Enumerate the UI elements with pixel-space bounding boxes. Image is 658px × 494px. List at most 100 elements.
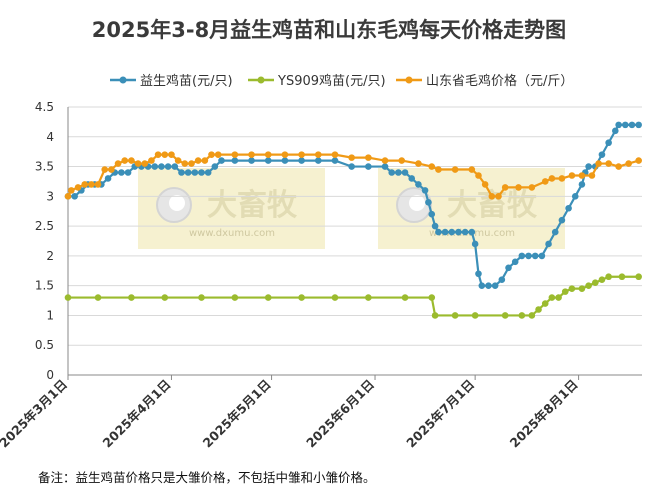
data-point-2 <box>298 151 305 158</box>
x-tick-label: 2025年6月1日 <box>303 377 377 451</box>
data-point-0 <box>191 169 199 176</box>
data-point-2 <box>134 160 142 167</box>
x-tick-label: 2025年8月1日 <box>507 377 581 451</box>
data-point-0 <box>104 175 112 182</box>
data-point-2 <box>148 157 155 164</box>
data-point-2 <box>194 157 202 164</box>
x-tick-label: 2025年7月1日 <box>403 377 477 451</box>
data-point-2 <box>114 160 122 167</box>
data-point-2 <box>488 193 496 200</box>
data-point-0 <box>164 163 172 170</box>
data-point-0 <box>118 169 125 176</box>
data-point-0 <box>435 228 442 236</box>
data-point-2 <box>264 151 272 158</box>
data-point-1 <box>128 294 135 301</box>
data-point-1 <box>94 294 102 301</box>
data-point-0 <box>231 157 239 164</box>
data-point-2 <box>141 160 149 167</box>
data-point-0 <box>298 157 305 164</box>
data-point-1 <box>635 273 642 281</box>
data-point-0 <box>421 187 429 194</box>
data-point-0 <box>605 139 612 147</box>
data-point-2 <box>128 157 135 164</box>
data-point-0 <box>545 240 552 248</box>
legend-label-1: YS909鸡苗(元/只) <box>277 73 386 89</box>
data-point-0 <box>531 252 539 260</box>
data-point-1 <box>585 282 592 289</box>
data-point-1 <box>401 294 409 301</box>
data-point-1 <box>431 312 439 319</box>
data-point-2 <box>568 172 576 179</box>
data-point-1 <box>528 312 536 319</box>
y-tick-label: 4 <box>46 130 54 144</box>
data-point-0 <box>158 163 165 170</box>
data-point-2 <box>94 181 102 188</box>
data-point-2 <box>174 157 182 164</box>
data-point-2 <box>451 166 459 173</box>
data-point-2 <box>331 151 339 158</box>
data-point-0 <box>511 258 519 266</box>
data-point-0 <box>264 157 272 164</box>
data-point-0 <box>558 216 566 224</box>
y-tick-label: 2 <box>46 249 54 263</box>
data-point-0 <box>478 282 486 289</box>
data-point-1 <box>561 288 569 295</box>
data-point-0 <box>178 169 185 176</box>
data-point-0 <box>395 169 402 176</box>
data-point-2 <box>208 151 215 158</box>
data-point-2 <box>495 193 502 200</box>
y-tick-label: 3 <box>46 189 54 203</box>
data-point-1 <box>64 294 72 301</box>
data-point-0 <box>281 157 289 164</box>
data-point-0 <box>471 240 479 248</box>
data-point-0 <box>518 252 526 260</box>
data-point-0 <box>461 228 469 236</box>
data-point-2 <box>214 151 222 158</box>
data-point-2 <box>481 181 489 188</box>
data-point-2 <box>188 160 195 167</box>
data-point-0 <box>615 121 622 129</box>
data-point-1 <box>331 294 339 301</box>
y-tick-label: 0 <box>46 368 54 382</box>
y-tick-label: 1 <box>46 308 54 322</box>
data-point-2 <box>348 154 355 161</box>
data-point-0 <box>171 163 179 170</box>
y-tick-label: 1.5 <box>35 279 54 293</box>
data-point-2 <box>501 184 509 191</box>
watermark-brand-left: 大畜牧 <box>207 188 298 223</box>
data-point-2 <box>88 181 95 188</box>
data-point-0 <box>401 169 409 176</box>
data-point-0 <box>71 193 78 200</box>
data-point-0 <box>538 252 546 260</box>
data-point-2 <box>168 151 175 158</box>
data-point-1 <box>161 294 169 301</box>
data-point-2 <box>201 157 209 164</box>
data-point-2 <box>415 160 422 167</box>
data-point-2 <box>398 157 406 164</box>
data-point-0 <box>211 163 219 170</box>
data-point-0 <box>348 163 355 170</box>
data-point-2 <box>468 166 476 173</box>
x-tick-label: 2025年5月1日 <box>200 377 274 451</box>
data-point-2 <box>121 157 129 164</box>
data-point-2 <box>281 151 289 158</box>
data-point-0 <box>571 193 579 200</box>
series-line-0 <box>68 123 639 287</box>
data-point-1 <box>598 276 606 284</box>
legend-marker-2 <box>405 76 413 84</box>
watermark-url-left: www.dxumu.com <box>189 228 275 239</box>
data-point-1 <box>471 312 479 319</box>
data-point-0 <box>475 270 482 278</box>
data-point-1 <box>264 294 272 301</box>
data-point-2 <box>108 166 115 173</box>
data-point-0 <box>505 264 512 272</box>
data-point-2 <box>588 172 596 179</box>
data-point-0 <box>204 169 212 176</box>
data-point-0 <box>598 151 606 158</box>
data-point-0 <box>485 282 492 289</box>
data-point-2 <box>181 160 189 167</box>
data-point-1 <box>198 294 205 301</box>
data-point-0 <box>525 252 532 260</box>
data-point-1 <box>231 294 239 301</box>
